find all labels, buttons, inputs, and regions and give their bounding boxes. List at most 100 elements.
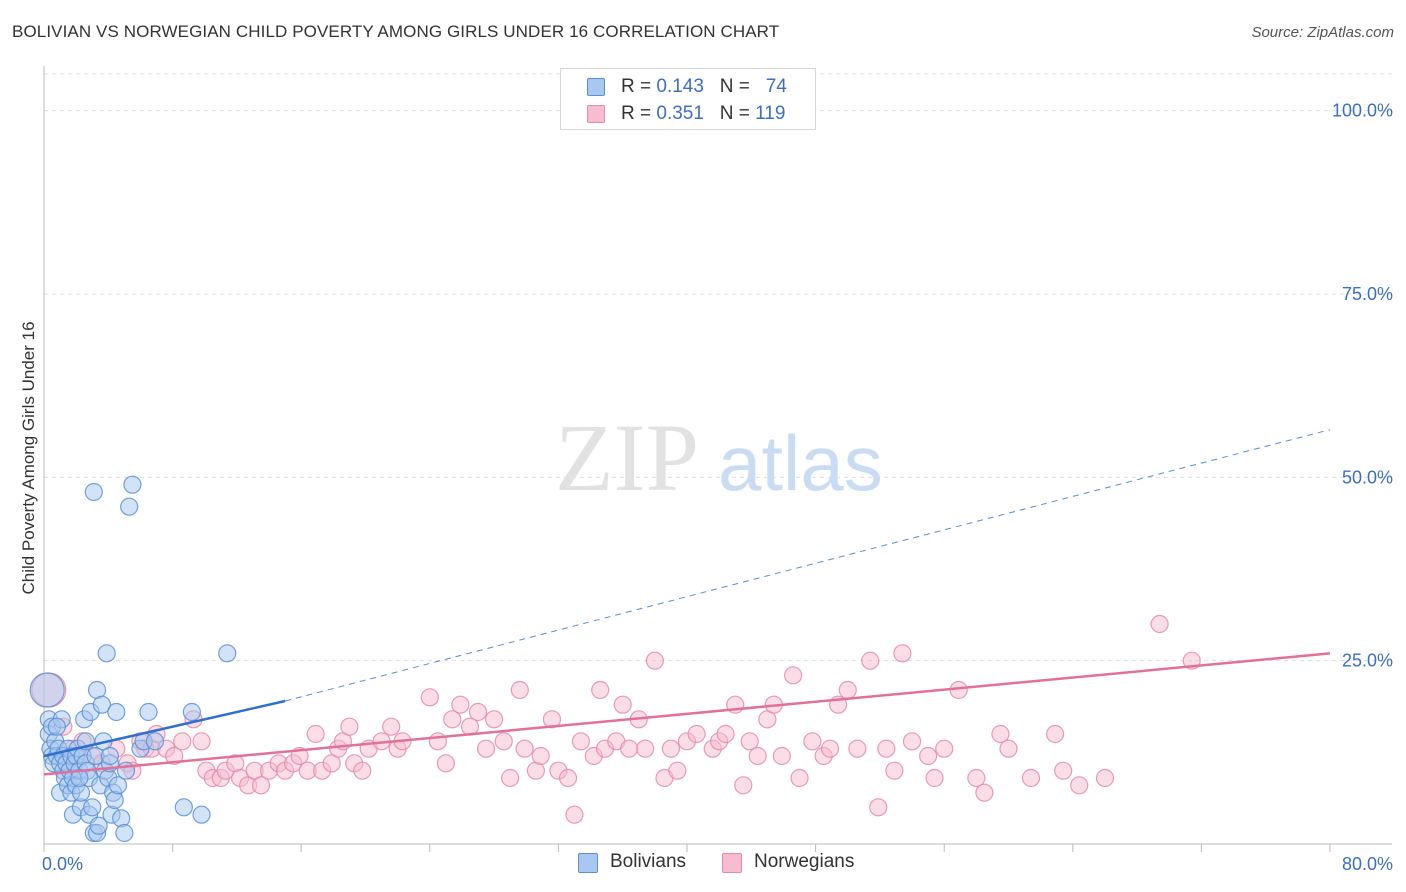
norwegian-point [451,695,470,714]
norwegian-point [838,680,857,700]
norwegian-point [790,768,809,788]
norwegian-point [613,695,632,714]
watermark-zip: ZIP [555,404,699,511]
bolivian-point [97,644,116,663]
norwegian-point [620,739,639,758]
bolivian-point [83,798,102,817]
x-tick-label: 80.0% [1342,854,1393,874]
norwegian-point [1070,776,1089,795]
norwegian-point [869,798,888,817]
norwegian-point [531,746,550,766]
norwegian-point [340,717,359,736]
norwegian-point [1021,768,1041,788]
norwegian-point [925,768,944,788]
norwegian-point [251,776,271,795]
y-tick-label: 75.0% [1342,284,1393,304]
norwegian-point [306,724,325,744]
bolivian-point [105,790,124,810]
bolivian-point [218,644,237,663]
norwegian-point [428,732,447,751]
norwegian-point [542,710,562,729]
norwegian-point [443,710,462,729]
chart-title: BOLIVIAN VS NORWEGIAN CHILD POVERTY AMON… [12,22,780,41]
norwegian-point [975,783,994,802]
y-tick-label: 100.0% [1332,101,1393,121]
bolivian-point [108,776,128,795]
norwegian-point [591,680,610,700]
y-axis-label: Child Poverty Among Girls Under 16 [19,321,38,594]
bolivian-point [29,672,65,708]
norwegian-point [494,732,513,751]
norwegian-point [558,768,578,788]
bolivian-trend-line [43,699,286,758]
legend-r-label: R = [621,103,657,124]
bolivian-point [116,761,136,780]
norwegian-point [173,732,192,751]
bolivian-point [120,497,139,516]
norwegian-point [165,746,184,766]
bolivian-point [92,695,111,714]
norwegian-point [468,702,488,722]
norwegian-point [848,739,867,758]
grid-lines [44,73,1392,662]
bolivian-point [112,809,131,828]
norwegian-point [1046,724,1065,744]
legend-n-label: N = [719,76,756,97]
norwegian-point [893,644,912,663]
norwegian-point [668,761,687,780]
norwegian-point [436,754,455,773]
legend-n-value: 74 [765,76,787,97]
bolivian-point [139,702,158,722]
bolivian-point [100,746,120,766]
bottom-legend-label-norwegians: Norwegians [754,851,855,872]
norwegian-point [565,805,584,824]
bottom-legend-swatch-bolivians [578,853,598,873]
norwegian-point [783,666,803,685]
source-label: Source: ZipAtlas.com [1251,24,1394,41]
tick-labels: 25.0% 50.0% 75.0% 100.0% 0.0% 80.0% [42,101,1393,874]
norwegian-point [935,739,954,758]
norwegian-point [740,732,759,751]
norwegian-point [772,746,791,766]
norwegian-point [877,739,896,758]
norwegian-point [999,739,1018,758]
bolivian-point [182,702,201,722]
legend-box: R = 0.143 N = 74 R = 0.351 N = 119 [560,68,816,130]
norwegian-point [1095,768,1115,788]
norwegian-point [645,651,664,670]
bolivian-point [84,482,103,502]
norwegian-point [510,680,529,700]
y-tick-label: 50.0% [1342,467,1393,487]
norwegian-point [861,651,880,670]
legend-r-label: R = [621,76,657,97]
norwegian-point [476,739,496,758]
norwegian-point [803,732,822,751]
watermark-atlas: atlas [718,419,883,507]
bottom-legend-label-bolivians: Bolivians [610,851,687,872]
norwegian-point [501,768,520,788]
norwegian-point [748,746,767,766]
norwegian-point [485,710,504,729]
legend-r-value: 0.143 [656,76,704,97]
norwegian-point [636,739,655,758]
bolivian-point [70,768,89,788]
norwegian-point [1150,614,1169,634]
bolivian-point [89,816,108,835]
norwegian-point [420,688,439,707]
bolivian-point [174,798,193,817]
norwegian-trend-line [43,652,1331,776]
legend-n-label: N = [719,103,756,124]
norwegian-point [885,761,904,780]
norwegian-point [1054,761,1073,780]
norwegian-point [382,717,401,736]
norwegian-point [716,724,735,744]
x-tick-label: 0.0% [42,854,83,874]
norwegian-point [353,761,372,780]
legend-swatch-bolivians [587,78,605,96]
norwegian-point [820,739,840,758]
bolivian-point [47,717,66,736]
norwegian-point [661,739,681,758]
bolivian-point [115,823,134,843]
norwegian-point [734,776,753,795]
